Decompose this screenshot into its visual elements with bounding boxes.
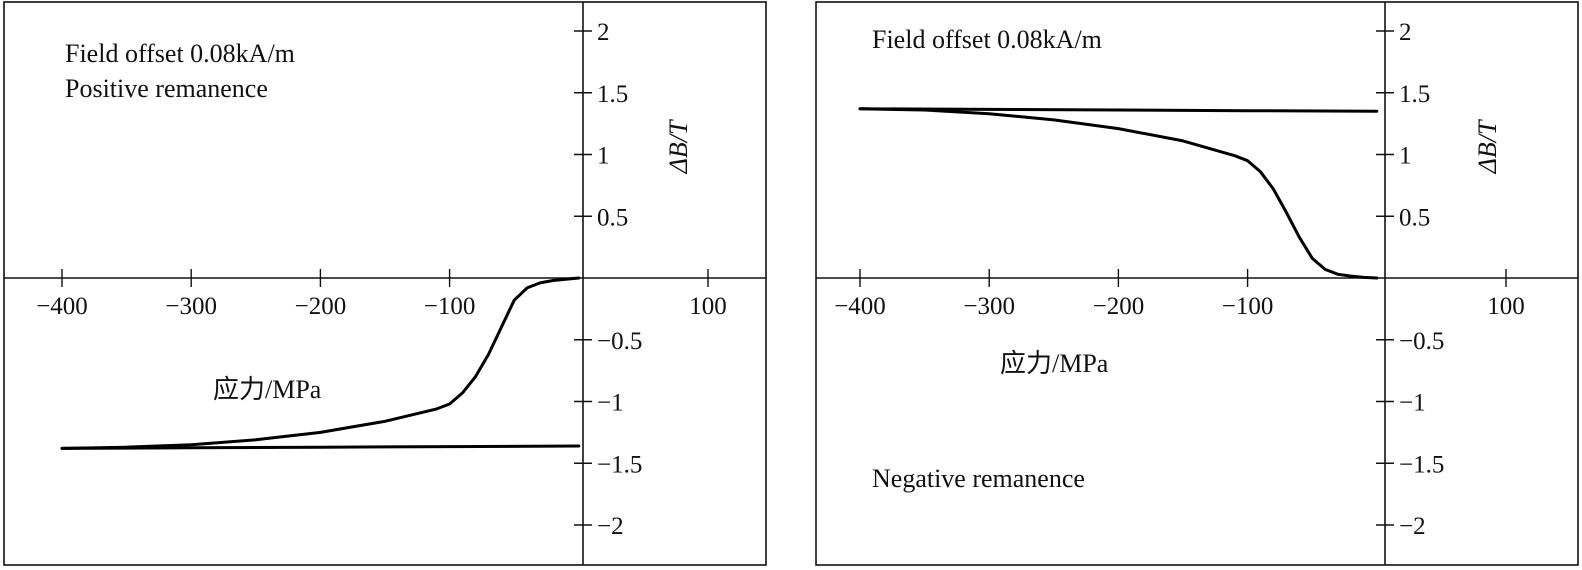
left-series-group	[60, 276, 581, 450]
y-tick-label: 2	[597, 19, 610, 46]
left-y-axis-label: ΔB/T	[664, 119, 693, 174]
y-tick-label: 2	[1399, 19, 1412, 46]
right-x-ticks: −400 −300 −200 −100 100	[834, 269, 1525, 320]
x-tick-label: 100	[1487, 293, 1525, 320]
series-line-2	[858, 107, 1379, 113]
y-tick-label: −2	[1399, 513, 1426, 540]
right-y-axis-label: ΔB/T	[1473, 119, 1502, 174]
y-tick-label: 0.5	[1399, 204, 1430, 231]
left-y-ticks: 2 1.5 1 0.5 −0.5 −1 −1.5 −2	[574, 19, 642, 540]
y-tick-label: −0.5	[1399, 328, 1444, 355]
x-tick-label: −200	[1093, 293, 1145, 320]
x-tick-label: −100	[424, 293, 476, 320]
left-x-axis-label: 应力/MPa	[213, 375, 322, 404]
right-y-ticks: 2 1.5 1 0.5 −0.5 −1 −1.5 −2	[1376, 19, 1444, 540]
y-tick-label: −1.5	[597, 451, 642, 478]
y-tick-label: −1	[1399, 390, 1426, 417]
series-line-2	[60, 444, 581, 450]
right-annotation-field-offset: Field offset 0.08kA/m	[872, 25, 1102, 54]
left-x-ticks: −400 −300 −200 −100 100	[36, 269, 727, 320]
left-chart-frame	[3, 1, 767, 566]
x-tick-label: −400	[834, 293, 886, 320]
series-line-1	[858, 107, 1379, 280]
y-tick-label: −1	[597, 390, 624, 417]
left-annotation-field-offset: Field offset 0.08kA/m	[65, 39, 295, 68]
y-tick-label: 1.5	[1399, 81, 1430, 108]
x-tick-label: −300	[963, 293, 1015, 320]
x-tick-label: −300	[165, 293, 217, 320]
right-x-axis-label: 应力/MPa	[1000, 349, 1109, 378]
y-tick-label: −0.5	[597, 328, 642, 355]
left-chart-panel: −400 −300 −200 −100 100 2 1.5 1 0.5 −0.5 −1 −1.5 −2…	[3, 1, 767, 566]
x-tick-label: −100	[1222, 293, 1274, 320]
y-tick-label: −2	[597, 513, 624, 540]
y-tick-label: 1	[1399, 143, 1412, 170]
right-series-group	[858, 107, 1379, 280]
y-tick-label: 1.5	[597, 81, 628, 108]
right-chart-panel: −400 −300 −200 −100 100 2 1.5 1 0.5 −0.5 −1 −1.5 −2…	[815, 1, 1579, 566]
y-tick-label: 0.5	[597, 204, 628, 231]
x-tick-label: −200	[295, 293, 347, 320]
left-annotation-remanence: Positive remanence	[65, 74, 268, 103]
y-tick-label: −1.5	[1399, 451, 1444, 478]
x-tick-label: −400	[36, 293, 88, 320]
y-tick-label: 1	[597, 143, 610, 170]
right-chart-frame	[815, 1, 1579, 566]
series-line-1	[60, 276, 581, 450]
x-tick-label: 100	[689, 293, 727, 320]
right-annotation-remanence: Negative remanence	[872, 464, 1085, 493]
